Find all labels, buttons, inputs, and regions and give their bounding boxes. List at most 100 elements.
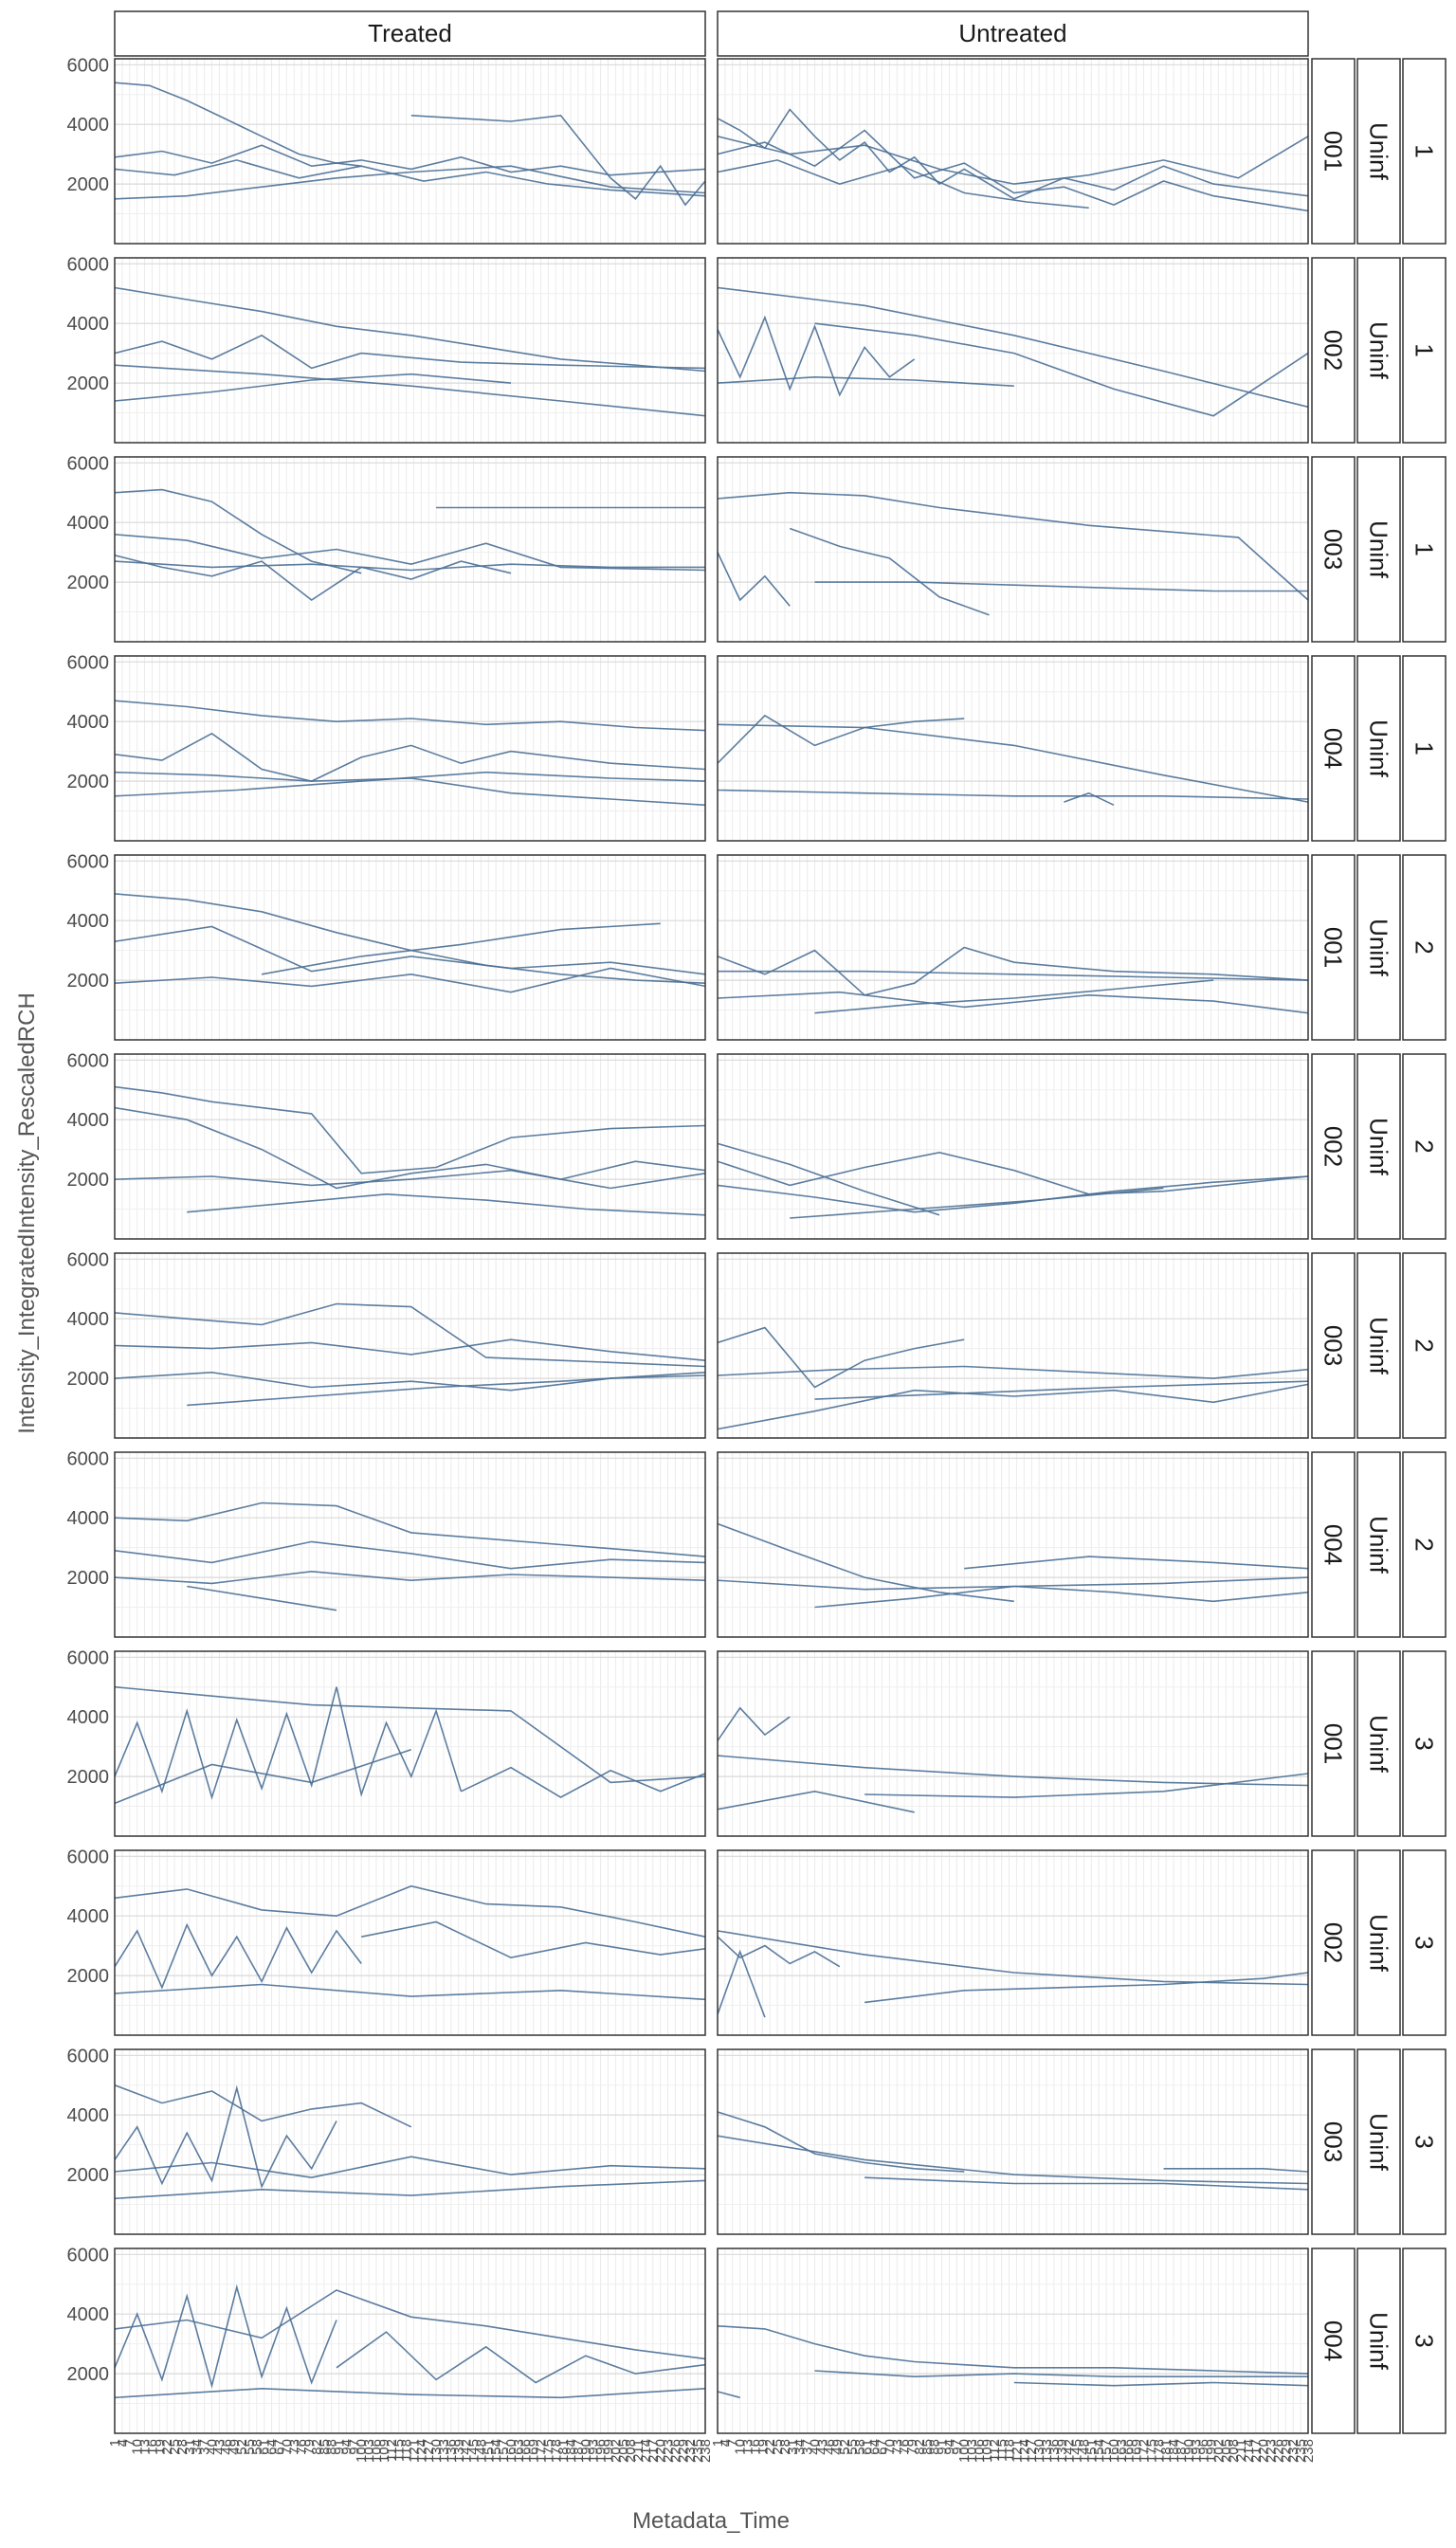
series-line	[361, 1920, 706, 1959]
y-tick-label: 6000	[67, 1647, 110, 1668]
row-strip-infection	[1356, 1053, 1401, 1240]
row-strip-replicate-label: 2	[1410, 1139, 1439, 1153]
panel-border	[114, 257, 706, 444]
panel-row12-treated	[114, 2248, 706, 2434]
x-tick-label: 85	[317, 2439, 333, 2455]
series-line	[717, 315, 916, 397]
y-tick-label: 6000	[67, 1249, 110, 1270]
row-strip-replicate	[1402, 456, 1447, 643]
y-tick-label: 4000	[67, 911, 110, 932]
x-tick-label: 175	[1143, 2439, 1159, 2463]
panel-background	[115, 855, 705, 1040]
x-tick-label: 232	[682, 2439, 699, 2463]
panel-border	[717, 1650, 1309, 1837]
y-tick-label: 4000	[67, 1707, 110, 1728]
y-tick-label: 4000	[67, 1309, 110, 1330]
panel-row11-untreated	[717, 2048, 1309, 2235]
x-tick-label: 106	[972, 2439, 988, 2463]
x-tick-label: 55	[242, 2439, 258, 2455]
row-strip-infection	[1356, 1650, 1401, 1837]
x-tick-label: 118	[399, 2439, 415, 2462]
row-strip-infection-label: Uninf	[1365, 919, 1393, 976]
x-tick-label: 103	[964, 2439, 980, 2463]
column-strip-label: Untreated	[958, 19, 1066, 47]
x-tick-label: 16	[144, 2439, 160, 2455]
row-strip-replicate-label: 3	[1410, 2135, 1439, 2148]
x-tick-label: 169	[1129, 2439, 1145, 2463]
series-line	[717, 136, 1309, 185]
x-tick-label: 181	[555, 2439, 572, 2463]
x-tick-label: 127	[1024, 2439, 1040, 2463]
x-tick-label: 208	[623, 2439, 639, 2463]
x-tick-label: 25	[770, 2439, 786, 2455]
series-line	[114, 555, 512, 601]
series-line	[717, 1706, 791, 1741]
x-tick-label: 238	[698, 2439, 714, 2463]
y-tick-label: 6000	[67, 652, 110, 673]
x-tick-label: 235	[690, 2439, 706, 2463]
panel-border	[717, 257, 1309, 444]
x-tick-label: 79	[301, 2439, 318, 2455]
row-strip-replicate	[1402, 2048, 1447, 2235]
series-line	[964, 1556, 1309, 1570]
x-tick-label: 211	[630, 2439, 646, 2462]
x-tick-label: 151	[1083, 2439, 1100, 2463]
row-strip-well	[1311, 257, 1356, 444]
x-tick-label: 154	[1091, 2439, 1107, 2463]
series-line	[187, 1192, 706, 1216]
panel-row1-untreated	[717, 58, 1309, 245]
x-tick-label: 175	[540, 2439, 556, 2463]
panel-background	[718, 1651, 1308, 1836]
row-strip-infection-label: Uninf	[1365, 122, 1393, 180]
row-strip-replicate-label: 2	[1410, 940, 1439, 954]
series-line	[114, 534, 706, 572]
series-line	[1013, 2381, 1309, 2387]
y-tick-label: 2000	[67, 1369, 110, 1390]
x-tick-label: 235	[1293, 2439, 1309, 2463]
x-tick-label: 28	[777, 2439, 793, 2455]
x-tick-label: 154	[488, 2439, 504, 2463]
row-strip-replicate	[1402, 655, 1447, 842]
series-line	[114, 82, 362, 167]
x-tick-label: 97	[346, 2439, 362, 2455]
x-tick-label: 193	[586, 2439, 602, 2463]
x-tick-label: 160	[503, 2439, 519, 2463]
y-tick-label: 6000	[67, 851, 110, 872]
panel-row9-untreated	[717, 1650, 1309, 1837]
x-tick-label: 103	[361, 2439, 377, 2463]
y-tick-label: 6000	[67, 1050, 110, 1071]
x-tick-label: 226	[668, 2439, 684, 2463]
row-strip-well-label: 002	[1320, 330, 1348, 371]
series-line	[717, 789, 1309, 800]
panel-border	[717, 456, 1309, 643]
x-tick-label: 88	[324, 2439, 340, 2455]
row-strip-well	[1311, 854, 1356, 1041]
row-strip-well	[1311, 1451, 1356, 1638]
series-line	[814, 322, 1309, 417]
panel-row3-treated	[114, 456, 706, 643]
series-line	[814, 2370, 1308, 2378]
x-tick-label: 136	[1046, 2439, 1063, 2463]
series-line	[114, 1685, 706, 1784]
x-tick-label: 46	[219, 2439, 235, 2455]
series-line	[114, 144, 706, 176]
x-tick-label: 166	[1121, 2439, 1138, 2463]
x-tick-label: 220	[653, 2439, 669, 2463]
row-strip-well	[1311, 2048, 1356, 2235]
series-line	[717, 129, 1309, 212]
x-tick-label: 19	[152, 2439, 168, 2455]
x-tick-label: 187	[1174, 2439, 1190, 2463]
x-tick-label: 82	[309, 2439, 325, 2455]
row-strip-infection	[1356, 1252, 1401, 1439]
panel-border	[717, 58, 1309, 245]
panel-background	[718, 855, 1308, 1040]
x-tick-label: 43	[211, 2439, 228, 2455]
x-tick-label: 31	[785, 2439, 801, 2455]
row-strip-well-label: 004	[1320, 728, 1348, 769]
row-strip-replicate-label: 3	[1410, 1737, 1439, 1750]
panel-border	[114, 655, 706, 842]
x-tick-label: 157	[496, 2439, 512, 2463]
y-tick-label: 2000	[67, 1966, 110, 1987]
row-strip-replicate	[1402, 2248, 1447, 2434]
panel-row3-untreated	[717, 456, 1309, 643]
